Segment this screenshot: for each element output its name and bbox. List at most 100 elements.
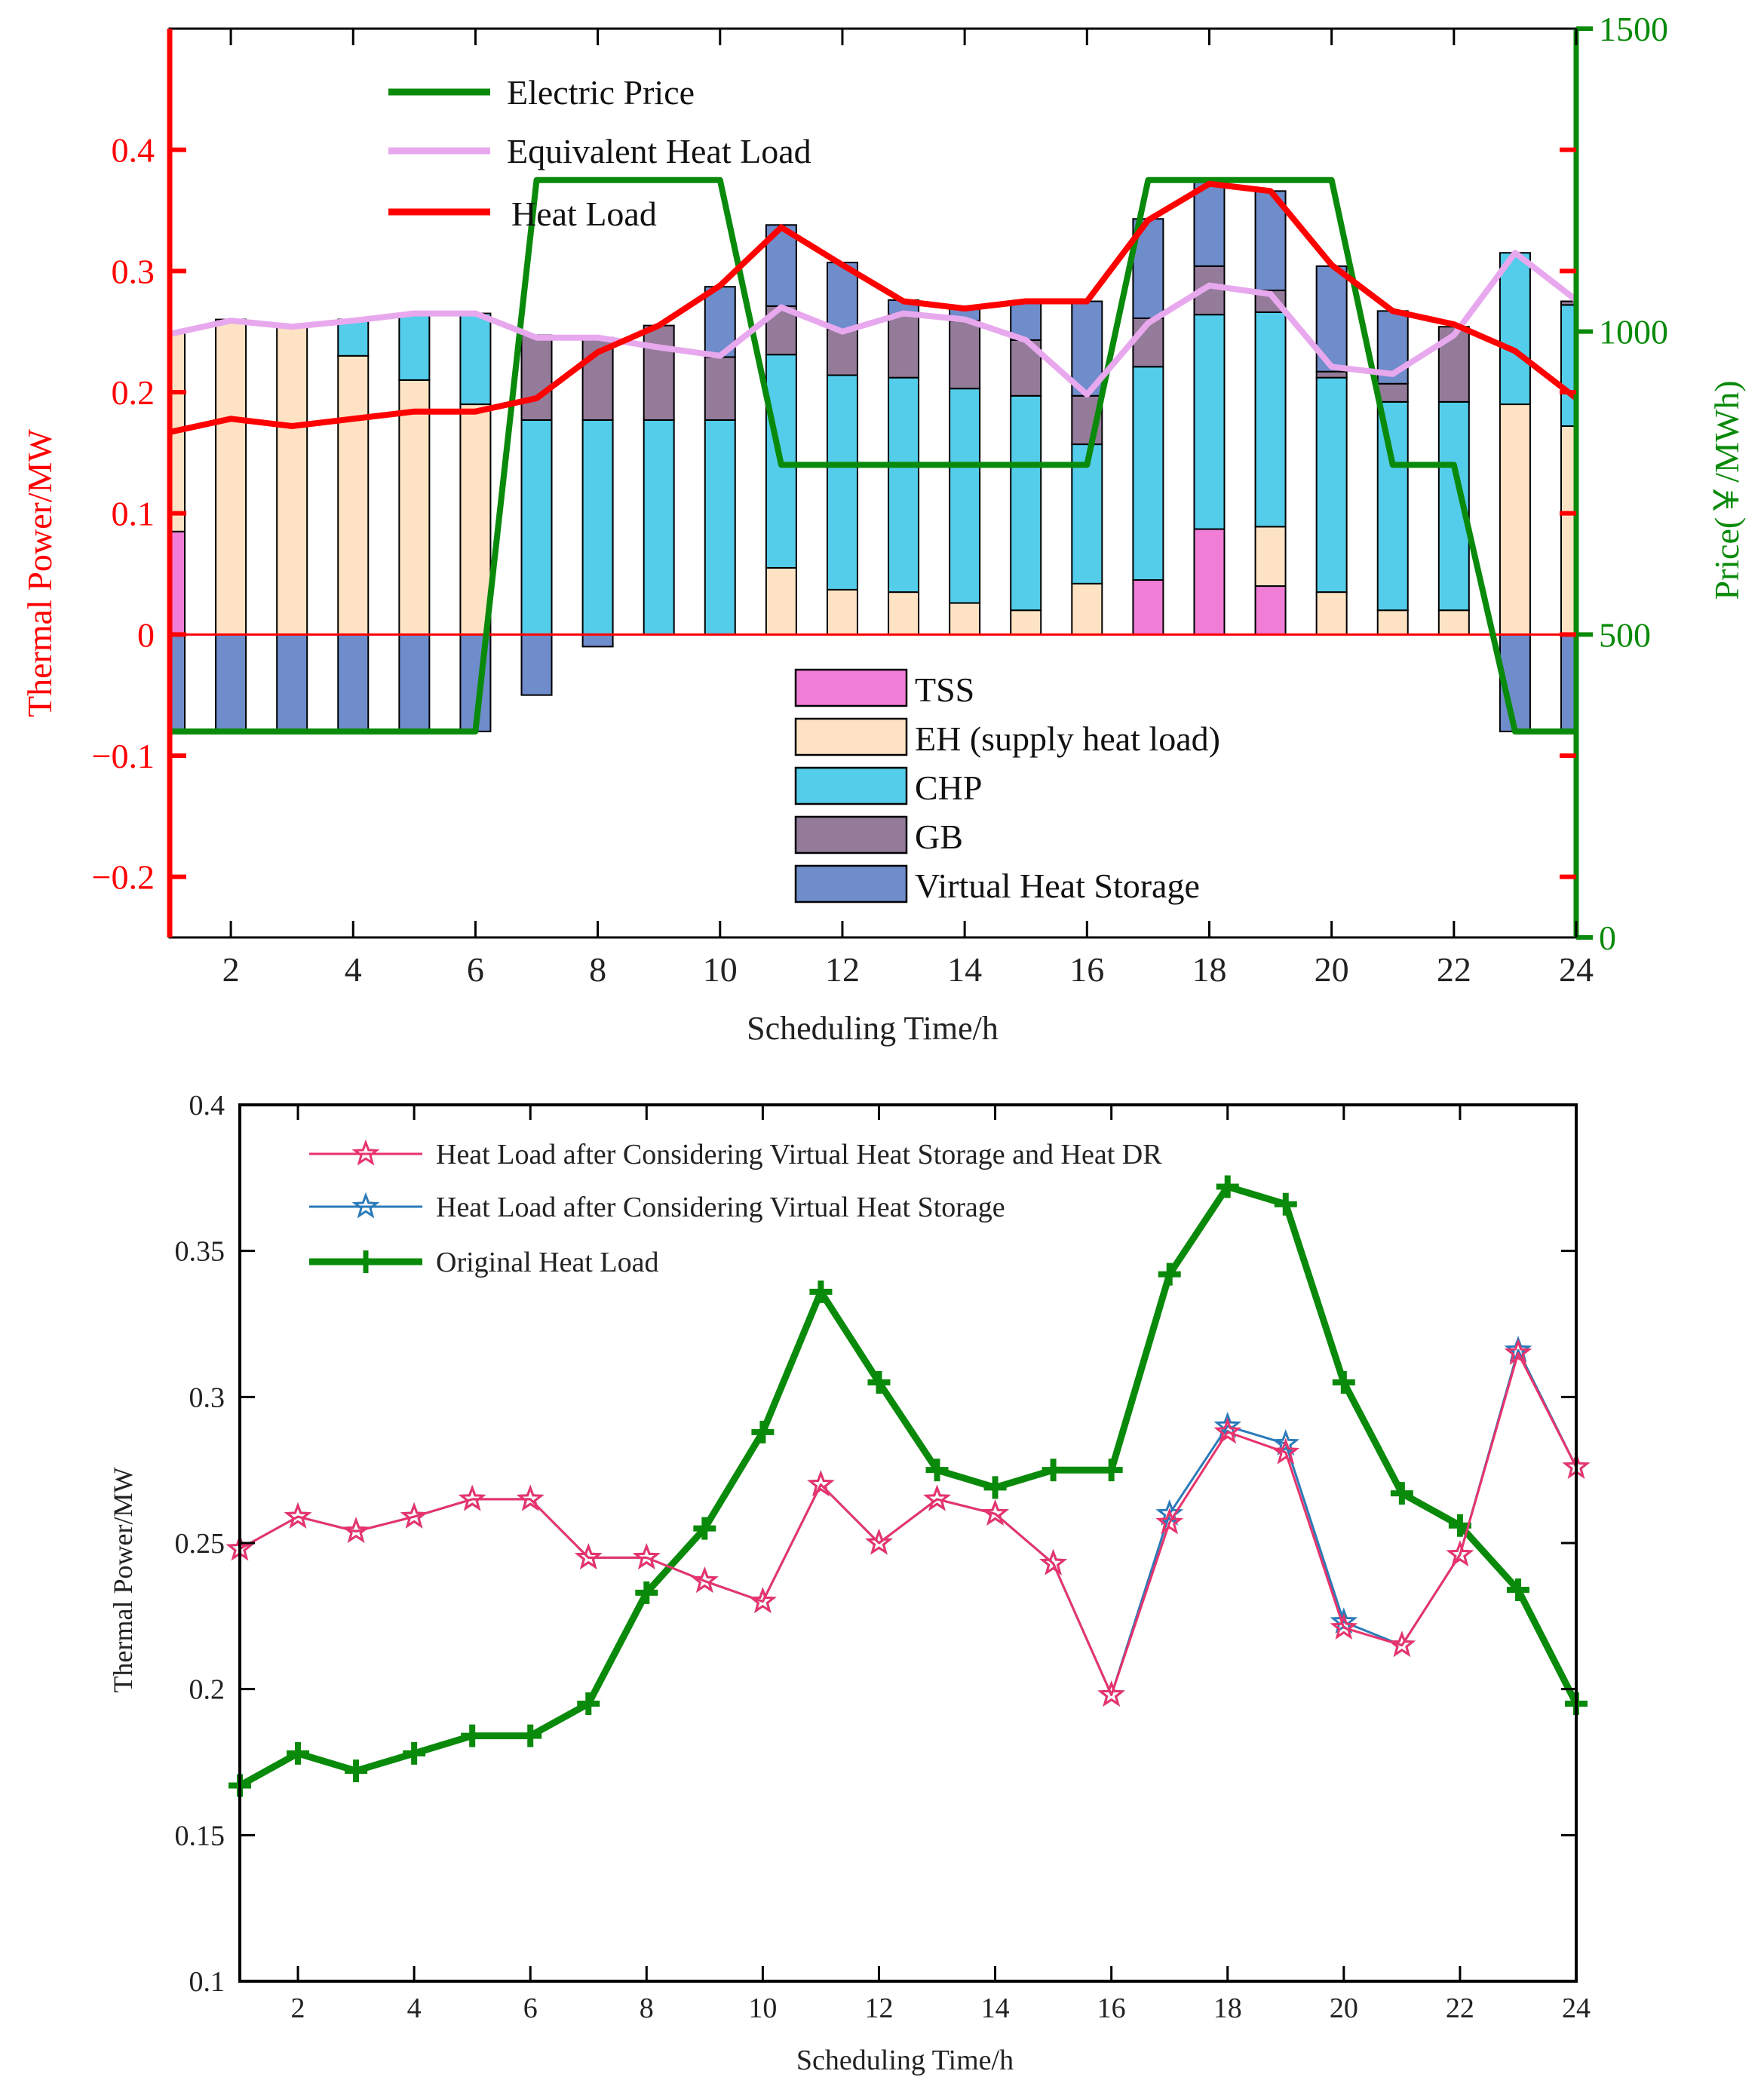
c2-marker-0 [1504,1338,1532,1365]
c1-bar-1-h24 [1560,425,1576,636]
c1-bar-2-h18 [1193,314,1226,530]
c1-bar-4-h8 [581,634,614,648]
c1-ytick-label: 0.3 [112,252,155,290]
c2-marker-1 [1272,1429,1300,1456]
c2-marker-2 [461,1724,484,1747]
c1-bar-1-h6 [459,403,492,636]
c1-bar-3-h9 [643,324,675,421]
c2-xtick-label: 8 [640,1993,654,2024]
c1-bar-2-h7 [520,419,553,636]
c1-xtick-label: 12 [825,950,860,989]
c1-bar-1-h11 [765,566,797,636]
c1-legend-label-equivalent-heat-load: Equivalent Heat Load [507,132,811,170]
c1-bar-1-h5 [398,379,431,636]
c1-bar-0-h17 [1132,579,1164,636]
c1-bar-0-h18 [1193,528,1226,636]
c2-ytick-label: 0.1 [189,1966,225,1998]
c1-legend-swatch-chp [794,766,908,805]
c1-line-0 [170,176,1576,735]
c1-legend-swatch-virtual-heat-storage [794,864,908,903]
c1-y2tick-label: 0 [1599,919,1616,957]
c2-marker-2 [983,1476,1007,1499]
c2-marker-2 [751,1420,775,1443]
c1-ytick-label: 0.4 [112,131,155,170]
c2-marker-2 [519,1724,542,1747]
c2-marker-2 [577,1692,600,1716]
c1-bar-4-h1 [170,634,186,732]
c2-marker-0 [632,1543,661,1569]
c2-xtick-label: 18 [1213,1993,1242,2024]
c1-ytick-label: 0.1 [112,495,155,533]
c2-legend-label-original: Original Heat Load [436,1247,658,1278]
c2-y-axis-label: Thermal Power/MW [108,1468,138,1693]
c1-xtick-label: 2 [222,950,240,989]
c2-marker-0 [1039,1548,1067,1575]
c2-marker-0 [1155,1508,1184,1535]
c1-y-ticks-group: −0.2 −0.1 0 0.1 0.2 0.3 0.4 [92,131,1576,897]
c1-xtick-label: 14 [947,950,982,989]
c1-bar-1-h14 [949,602,981,636]
c1-bar-2-h13 [888,376,920,594]
c1-bar-3-h14 [949,320,981,390]
c2-marker-2 [925,1459,949,1482]
c2-marker-0 [1272,1437,1300,1465]
c1-bar-2-h10 [704,419,736,636]
c2-legend-swatch-original [309,1250,422,1273]
c1-x-axis-label: Scheduling Time/h [747,1010,999,1047]
c1-legend-label-tss: TSS [915,670,974,709]
c1-bar-2-h23 [1499,252,1531,406]
c1-bar-2-h19 [1254,311,1287,528]
c1-bar-4-h5 [398,634,431,732]
c2-marker-2 [635,1581,658,1604]
c1-legend-label-virtual-heat-storage: Virtual Heat Storage [915,867,1200,905]
c1-bar-2-h6 [459,312,492,406]
c2-marker-0 [865,1528,893,1555]
c2-marker-2 [403,1741,426,1765]
c1-xtick-label: 22 [1437,950,1471,989]
c2-x-axis-label: Scheduling Time/h [796,2045,1014,2076]
c2-legend-swatch-dr [309,1139,422,1166]
c1-lines-group [170,176,1576,735]
c2-marker-0 [342,1517,370,1544]
c2-xtick-label: 4 [407,1993,422,2024]
c1-bar-2-h5 [398,312,431,381]
c2-ytick-label: 0.15 [175,1820,225,1851]
c2-marker-0 [690,1566,719,1593]
c2-xtick-label: 10 [748,1993,777,2024]
c1-y2-ticks-group: 0 500 1000 1500 [1576,10,1668,957]
c2-marker-2 [1274,1192,1297,1216]
c1-xtick-label: 10 [703,950,738,989]
c1-ytick-label: −0.2 [92,858,155,897]
c1-bar-2-h21 [1376,400,1409,612]
c2-marker-2 [1332,1370,1355,1394]
c2-marker-0 [516,1484,545,1511]
c1-bar-2-h9 [643,419,675,636]
c1-bar-1-h22 [1437,609,1470,636]
c1-bar-3-h21 [1376,382,1409,403]
c2-marker-0 [1388,1631,1416,1658]
c1-bar-4-h4 [337,634,370,732]
c1-bar-1-h20 [1315,591,1348,636]
c1-bar-2-h12 [826,374,858,591]
c2-legend: Heat Load after Considering Virtual Heat… [309,1139,1162,1278]
c1-bar-1-h2 [215,318,247,636]
c2-marker-2 [287,1741,310,1765]
c1-bar-1-h15 [1010,609,1042,636]
c2-xtick-label: 6 [523,1993,538,2024]
c1-bar-2-h17 [1132,366,1164,581]
c1-bar-3-h13 [888,314,920,379]
c1-bar-3-h10 [704,356,736,421]
bottom-chart: 0.10.150.20.250.30.350.4 2 4 6 8 10 12 14 16 18 2… [108,1090,1591,2076]
c2-xtick-label: 2 [291,1993,305,2024]
c1-legend-swatch-gb [794,815,908,854]
c2-marker-2 [1506,1578,1529,1601]
c1-bar-2-h20 [1315,376,1348,594]
c2-marker-0 [1330,1613,1358,1640]
c1-bar-0-h19 [1254,585,1287,636]
c1-xtick-label: 4 [345,950,362,989]
c2-xtick-label: 12 [864,1993,893,2024]
c1-bar-0-h1 [170,530,186,636]
c1-x-ticks-group: 2 4 6 8 10 12 14 16 18 20 22 24 [222,29,1594,989]
